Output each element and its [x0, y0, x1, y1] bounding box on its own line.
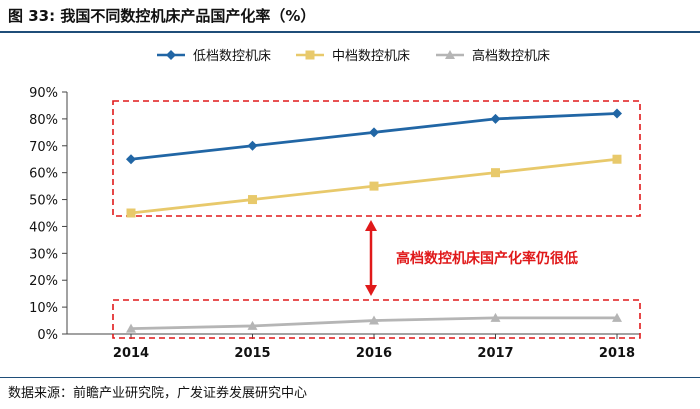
x-tick-label: 2016	[356, 346, 392, 361]
data-point-3-2018	[612, 312, 622, 322]
data-point-1-2014	[126, 154, 136, 165]
y-tick-label: 80%	[29, 113, 58, 128]
data-point-3-2014	[126, 323, 136, 333]
figure-title: 图 33: 我国不同数控机床产品国产化率（%）	[8, 7, 316, 25]
data-point-3-2015	[247, 320, 258, 330]
legend-marker-3	[445, 50, 455, 59]
legend-marker-2	[305, 50, 315, 60]
data-point-2-2014	[126, 208, 136, 218]
legend-label-3: 高档数控机床	[472, 48, 550, 64]
data-point-1-2018	[612, 108, 622, 119]
y-tick-label: 30%	[29, 247, 58, 262]
data-point-2-2016	[369, 181, 379, 191]
y-tick-label: 70%	[29, 140, 58, 155]
annotation-arrowhead-down	[365, 285, 377, 296]
highlight-box-low-mid	[112, 100, 641, 217]
source-rule	[0, 377, 700, 378]
data-point-2-2018	[612, 154, 622, 164]
y-tick-label: 0%	[37, 328, 58, 343]
annotation-label: 高档数控机床国产化率仍很低	[396, 250, 578, 267]
y-tick-label: 10%	[29, 301, 58, 316]
data-point-1-2015	[247, 140, 258, 151]
title-rule	[0, 31, 700, 33]
data-source-note: 数据来源：前瞻产业研究院，广发证券发展研究中心	[8, 386, 308, 401]
data-point-3-2017	[490, 312, 501, 322]
x-tick-label: 2017	[477, 346, 513, 361]
y-tick-label: 60%	[29, 167, 58, 182]
data-point-2-2017	[491, 168, 500, 178]
data-point-3-2016	[369, 315, 379, 325]
highlight-box-high	[112, 299, 641, 339]
data-point-1-2017	[490, 113, 501, 124]
data-point-2-2015	[248, 195, 257, 205]
y-tick-label: 20%	[29, 274, 58, 289]
y-tick-label: 40%	[29, 220, 58, 235]
y-tick-label: 90%	[29, 86, 58, 101]
x-tick-label: 2018	[599, 346, 635, 361]
x-tick-label: 2014	[113, 346, 149, 361]
legend-label-1: 低档数控机床	[193, 49, 271, 64]
legend-marker-1	[166, 50, 176, 60]
data-point-1-2016	[369, 127, 379, 138]
legend-label-2: 中档数控机床	[332, 49, 410, 64]
y-tick-label: 50%	[29, 194, 58, 209]
annotation-arrowhead-up	[365, 220, 377, 231]
x-tick-label: 2015	[234, 346, 270, 361]
